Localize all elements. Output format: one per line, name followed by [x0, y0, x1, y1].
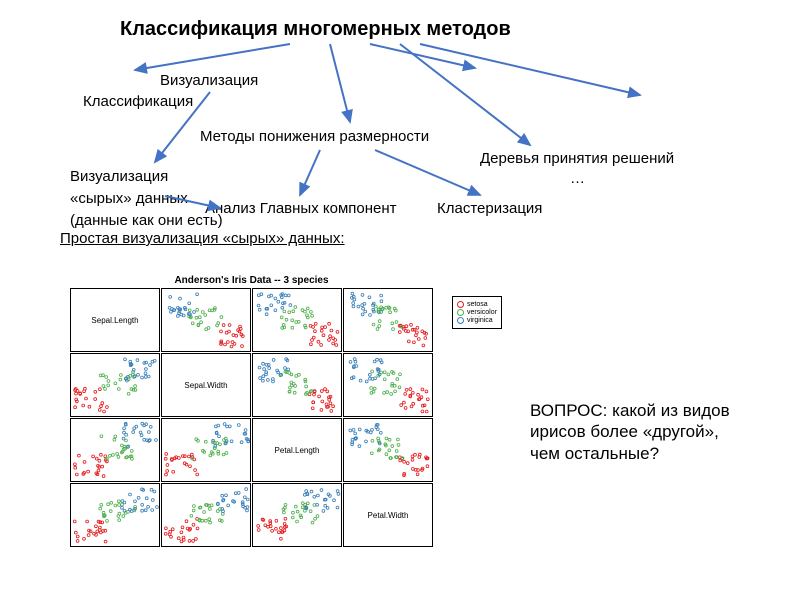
label-pca: Анализ Главных компонент: [205, 200, 397, 218]
matrix-cell: [161, 483, 251, 547]
matrix-cell: [252, 288, 342, 352]
label-classification: Классификация: [83, 93, 193, 111]
matrix-cell: Petal.Width: [343, 483, 433, 547]
matrix-title: Anderson's Iris Data -- 3 species: [70, 275, 433, 286]
label-dimensionality-reduction: Методы понижения размерности: [200, 128, 429, 146]
matrix-cell: 2.02.53.03.54.0: [161, 288, 251, 352]
label-clustering: Кластеризация: [437, 200, 542, 218]
matrix-cell: 1357: [343, 418, 433, 482]
matrix-cell: [252, 353, 342, 417]
matrix-cell: [70, 353, 160, 417]
label-simple-visualization: Простая визуализация «сырых» данных:: [60, 230, 345, 248]
question-text: ВОПРОС: какой из видов ирисов более «дру…: [530, 400, 745, 464]
legend-item: setosa: [457, 301, 497, 308]
label-raw-vis-1: Визуализация: [70, 168, 168, 186]
matrix-cell: [70, 418, 160, 482]
legend: setosaversicolorvirginica: [452, 296, 502, 329]
matrix-grid: Sepal.Length2.02.53.03.54.0 0.51.01.52.02…: [70, 288, 433, 547]
scatter-matrix: Anderson's Iris Data -- 3 species Sepal.…: [70, 275, 433, 547]
legend-item: virginica: [457, 317, 497, 324]
matrix-cell: Petal.Length: [252, 418, 342, 482]
label-raw-vis-2: «сырых» данных: [70, 190, 188, 208]
matrix-cell: [252, 483, 342, 547]
matrix-cell: 0.51.01.52.02.54.55.56.57.5: [343, 288, 433, 352]
label-ellipsis: …: [570, 170, 585, 188]
matrix-cell: Sepal.Length: [70, 288, 160, 352]
matrix-cell: [343, 353, 433, 417]
matrix-cell: [161, 418, 251, 482]
label-raw-vis-3: (данные как они есть): [70, 212, 223, 230]
matrix-cell: Sepal.Width: [161, 353, 251, 417]
label-decision-trees: Деревья принятия решений: [480, 150, 674, 168]
matrix-cell: [70, 483, 160, 547]
label-visualization: Визуализация: [160, 72, 258, 90]
legend-item: versicolor: [457, 309, 497, 316]
page-title: Классификация многомерных методов: [120, 18, 511, 41]
